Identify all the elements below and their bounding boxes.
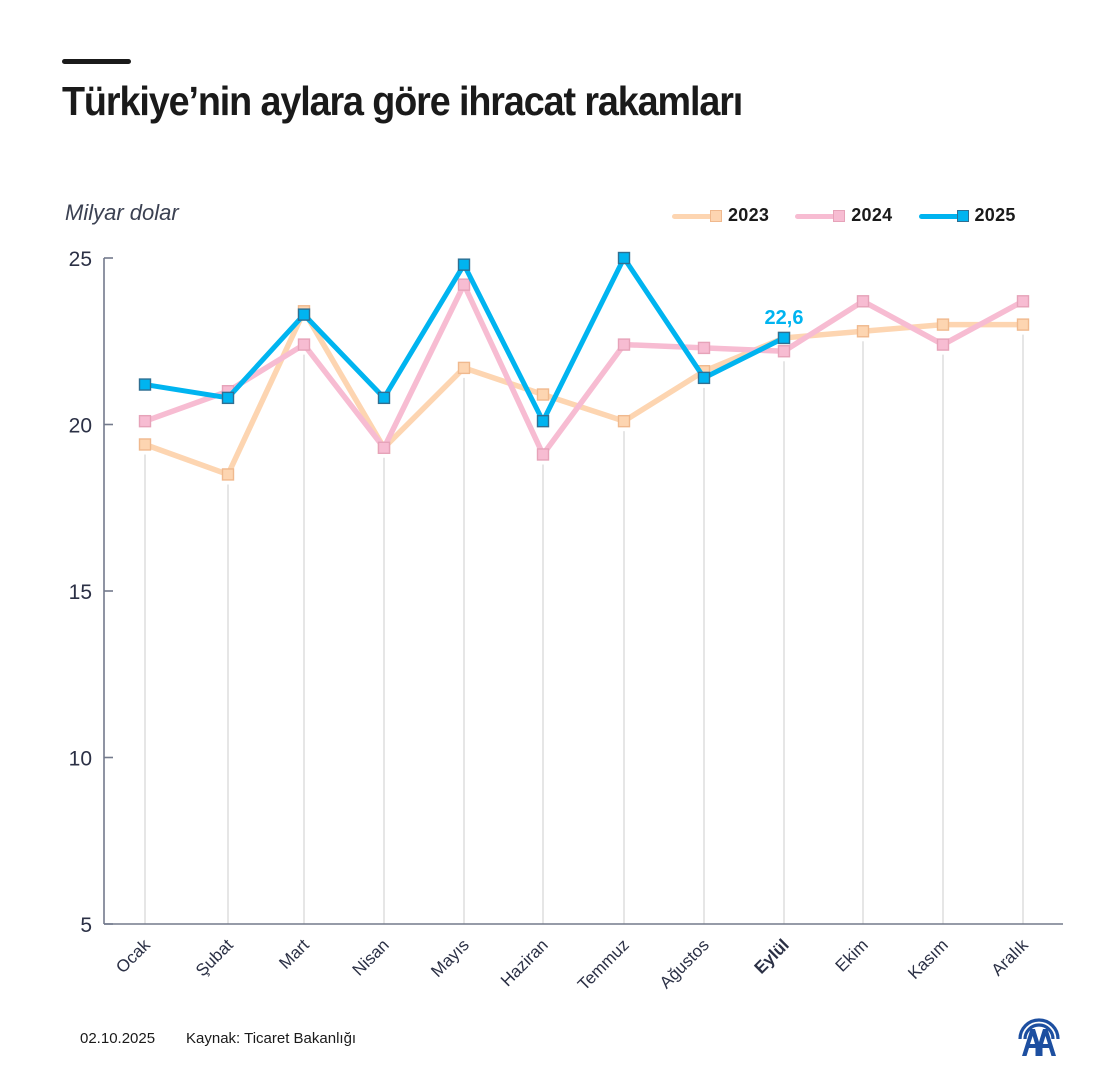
data-point-marker — [536, 414, 550, 428]
data-point-marker — [777, 345, 791, 358]
series-line-2024 — [142, 278, 1026, 460]
value-annotation: 22,6 — [765, 307, 804, 329]
legend-item-2024: 2024 — [795, 205, 892, 226]
x-tick-label: Ekim — [832, 935, 872, 975]
x-tick-label: Şubat — [192, 935, 237, 980]
legend-label: 2024 — [851, 205, 893, 225]
data-point-marker — [457, 361, 471, 375]
data-point-marker — [697, 371, 711, 385]
y-axis-unit-label: Milyar dolar — [65, 200, 179, 225]
data-point-marker — [617, 251, 631, 265]
legend-line — [672, 213, 716, 219]
square-marker-icon — [710, 209, 722, 222]
x-tick-label: Ocak — [112, 935, 154, 977]
chart-axes: 5 10 15 20 25 — [69, 248, 1063, 937]
data-point-marker — [457, 278, 471, 291]
legend-swatch-2025 — [918, 209, 969, 223]
chart-series — [138, 251, 1030, 481]
data-point-marker — [377, 391, 391, 405]
legend-item-2023: 2023 — [672, 205, 769, 226]
data-point-marker — [617, 414, 631, 428]
data-point-marker — [221, 391, 235, 405]
y-tick-label: 20 — [69, 415, 92, 438]
y-tick-label: 5 — [80, 914, 92, 937]
legend-label: 2023 — [728, 205, 770, 225]
y-tick-label: 25 — [69, 248, 92, 271]
data-point-marker — [936, 318, 950, 331]
x-axis-labels: Ocak Şubat Mart Nisan Mayıs Haziran Temmuz Ağus… — [112, 935, 1032, 994]
data-point-marker — [138, 414, 152, 428]
x-tick-label: Kasım — [904, 935, 952, 983]
square-marker-icon — [833, 209, 846, 222]
x-tick-label: Mayıs — [427, 935, 472, 980]
chart-legend: 2023 2024 2025 — [672, 205, 1016, 226]
data-point-marker — [457, 258, 471, 271]
data-point-marker — [856, 325, 870, 338]
vertical-gridlines — [144, 334, 1024, 924]
publish-date: 02.10.2025 — [80, 1030, 156, 1047]
data-point-marker — [138, 378, 152, 391]
x-tick-label: Temmuz — [574, 935, 633, 994]
data-point-marker — [536, 448, 550, 461]
x-tick-label: Eylül — [751, 935, 793, 977]
x-tick-label: Aralık — [988, 935, 1033, 980]
data-point-marker — [617, 338, 631, 351]
y-tick-label: 15 — [69, 581, 92, 604]
series-line-2023 — [142, 305, 1026, 478]
x-tick-label: Haziran — [497, 935, 552, 990]
y-tick-label: 10 — [69, 748, 92, 771]
data-point-marker — [777, 331, 791, 345]
x-tick-label: Ağustos — [656, 935, 713, 992]
data-point-marker — [936, 338, 950, 351]
data-point-marker — [856, 295, 870, 308]
data-point-marker — [297, 338, 311, 351]
legend-swatch-2023 — [672, 209, 722, 223]
square-marker-icon — [956, 209, 969, 222]
data-point-marker — [221, 468, 235, 481]
legend-line — [795, 213, 840, 219]
chart-annotations: 22,6 — [765, 307, 804, 329]
source-credit: Kaynak: Ticaret Bakanlığı — [186, 1030, 357, 1047]
page-title: Türkiye’nin aylara göre ihracat rakamlar… — [62, 78, 743, 124]
data-point-marker — [297, 308, 311, 321]
x-tick-label: Nisan — [349, 935, 393, 979]
data-point-marker — [536, 388, 550, 401]
x-tick-label: Mart — [275, 935, 313, 973]
data-point-marker — [1016, 318, 1030, 331]
legend-line — [918, 213, 963, 219]
title-accent-bar — [62, 59, 131, 64]
data-point-marker — [377, 441, 391, 455]
data-point-marker — [138, 438, 152, 451]
legend-label: 2025 — [974, 205, 1016, 225]
data-point-marker — [697, 341, 711, 355]
data-point-marker — [1016, 295, 1030, 308]
legend-swatch-2024 — [795, 209, 846, 223]
legend-item-2025: 2025 — [918, 205, 1016, 226]
aa-logo-icon — [1018, 1018, 1060, 1056]
